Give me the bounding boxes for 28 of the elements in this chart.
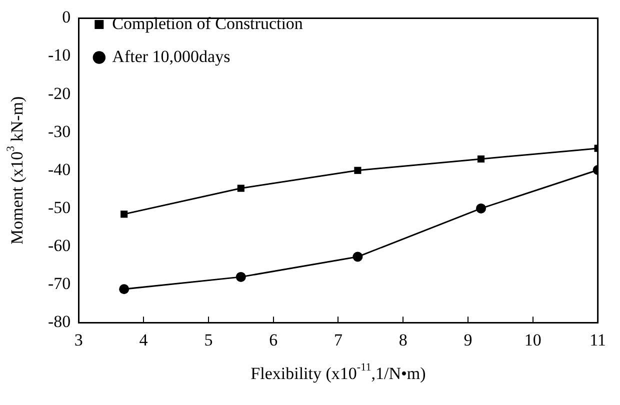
point <box>120 210 128 218</box>
point <box>354 166 362 174</box>
y-tick-label: -80 <box>48 312 71 332</box>
x-tick-label: 10 <box>524 330 542 350</box>
y-tick-label: 0 <box>62 8 71 27</box>
point <box>477 155 485 163</box>
y-tick-label: -30 <box>48 122 71 141</box>
y-tick-label: -50 <box>48 198 71 217</box>
y-tick-label: -40 <box>48 160 71 179</box>
x-tick-label: 5 <box>204 330 213 350</box>
x-tick-label: 9 <box>464 330 472 350</box>
y-tick-label: -70 <box>48 274 71 294</box>
point <box>352 252 363 262</box>
x-tick-label: 3 <box>74 330 83 350</box>
point <box>236 272 246 282</box>
x-tick-label: 6 <box>269 330 278 350</box>
x-tick-label: 11 <box>590 330 606 350</box>
y-tick-label: -10 <box>48 46 71 65</box>
y-tick-label: -20 <box>48 84 71 103</box>
point <box>237 184 244 192</box>
y-axis-title: Moment (x103 kN-m) <box>5 96 26 244</box>
point <box>476 203 486 214</box>
x-tick-label: 8 <box>398 330 408 350</box>
y-tick-label: -60 <box>48 236 71 255</box>
legend-label: After 10,000days <box>112 46 230 66</box>
x-tick-label: 7 <box>334 330 343 350</box>
x-tick-label: 4 <box>139 330 148 350</box>
point <box>119 284 130 294</box>
